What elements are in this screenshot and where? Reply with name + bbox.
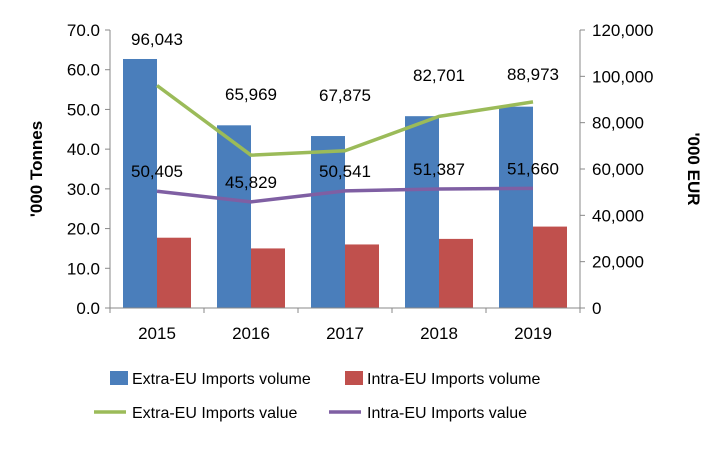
legend-extra-eu-volume-swatch	[110, 371, 128, 385]
y-right-tick-label: 100,000	[592, 67, 653, 86]
y-right-tick-label: 80,000	[592, 114, 644, 133]
data-label-intra-eu-value-2017: 50,541	[319, 162, 371, 181]
plot-area: 96,043 65,969 67,875 82,701 88,973 50,405 45,8…	[123, 30, 567, 309]
y-left-tick-label: 0.0	[76, 299, 100, 318]
y-right-tick-label: 20,000	[592, 253, 644, 272]
axes: 0.0 10.0 20.0 30.0 40.0 50.0 60.0 70.0 0 20,000 40…	[27, 21, 703, 343]
y-axis-left-title: '000 Tonnes	[27, 121, 46, 217]
data-label-intra-eu-value-2015: 50,405	[131, 162, 183, 181]
legend-intra-eu-volume-label: Intra-EU Imports volume	[367, 371, 540, 388]
y-left-tick-label: 20.0	[67, 220, 100, 239]
x-tick-label-2018: 2018	[420, 324, 458, 343]
x-tick-label-2017: 2017	[326, 324, 364, 343]
bar-intra-eu-volume-2015	[157, 237, 191, 308]
bar-intra-eu-volume-2017	[345, 244, 379, 308]
y-left-tick-label: 60.0	[67, 61, 100, 80]
line-intra-eu-value	[156, 186, 534, 204]
x-tick-label-2015: 2015	[138, 324, 176, 343]
data-label-intra-eu-value-2019: 51,660	[507, 159, 559, 178]
legend-intra-eu-value-label: Intra-EU Imports value	[367, 405, 527, 422]
bar-intra-eu-volume-2019	[533, 226, 567, 308]
bar-intra-eu-volume-2016	[251, 248, 285, 308]
bar-extra-eu-volume-2019	[499, 106, 533, 308]
line-extra-eu-value	[155, 84, 534, 157]
y-left-tick-label: 30.0	[67, 180, 100, 199]
y-right-tick-label: 40,000	[592, 206, 644, 225]
data-label-intra-eu-value-2018: 51,387	[413, 160, 465, 179]
y-right-tick-label: 0	[592, 299, 601, 318]
y-left-tick-label: 10.0	[67, 259, 100, 278]
y-right-tick-label: 120,000	[592, 21, 653, 40]
data-label-extra-eu-value-2016: 65,969	[225, 85, 277, 104]
legend-intra-eu-volume-swatch	[345, 371, 363, 385]
bar-extra-eu-volume-2017	[311, 136, 345, 308]
x-tick-label-2019: 2019	[514, 324, 552, 343]
data-label-extra-eu-value-2017: 67,875	[319, 86, 371, 105]
data-label-intra-eu-value-2016: 45,829	[225, 173, 277, 192]
legend-extra-eu-volume-label: Extra-EU Imports volume	[132, 371, 311, 388]
bar-intra-eu-volume-2018	[439, 238, 473, 308]
y-left-tick-label: 40.0	[67, 140, 100, 159]
data-label-extra-eu-value-2018: 82,701	[413, 66, 465, 85]
bar-extra-eu-volume-2016	[217, 125, 251, 308]
legend-extra-eu-value-label: Extra-EU Imports value	[132, 405, 297, 422]
bar-extra-eu-volume-2018	[405, 116, 439, 309]
y-left-tick-label: 50.0	[67, 100, 100, 119]
y-left-tick-label: 70.0	[67, 21, 100, 40]
legend: Extra-EU Imports volume Intra-EU Imports …	[94, 371, 540, 422]
y-right-tick-label: 60,000	[592, 160, 644, 179]
y-axis-right-title: '000 EUR	[684, 132, 703, 205]
x-tick-label-2016: 2016	[232, 324, 270, 343]
data-label-extra-eu-value-2019: 88,973	[507, 65, 559, 84]
bar-extra-eu-volume-2015	[123, 58, 157, 309]
data-label-extra-eu-value-2015: 96,043	[131, 30, 183, 49]
